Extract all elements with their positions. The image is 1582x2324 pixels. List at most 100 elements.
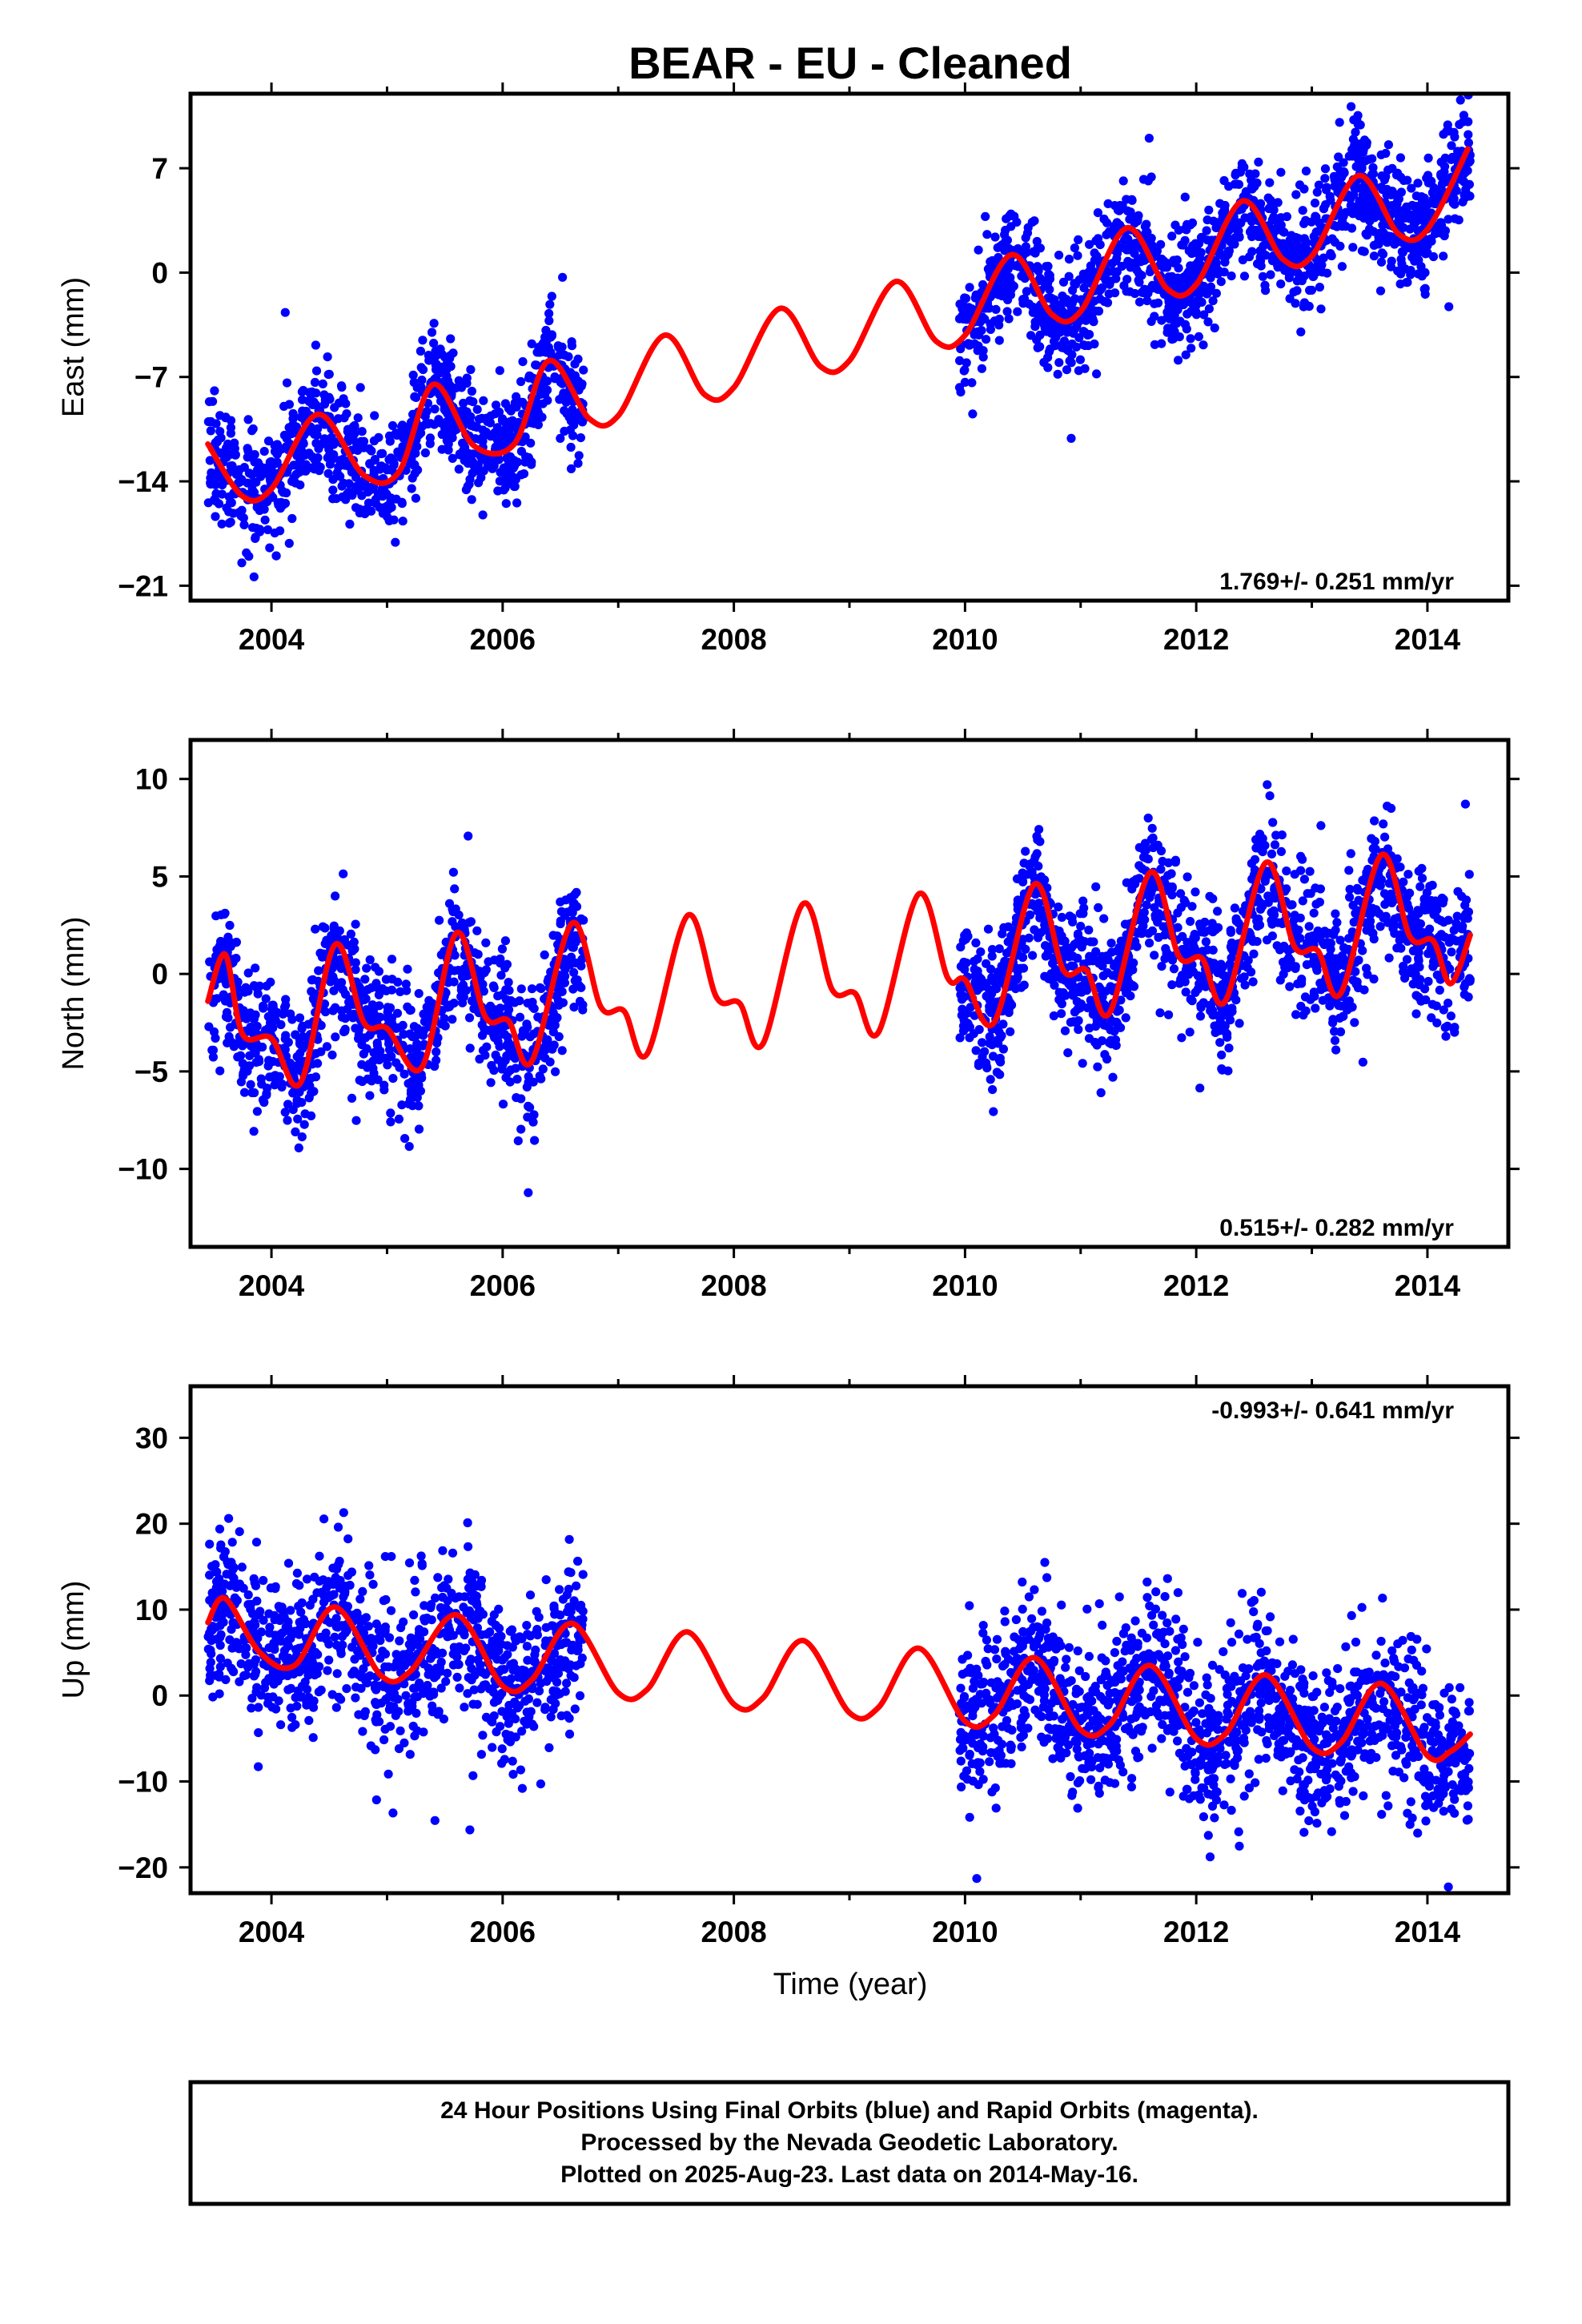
east-point: [1337, 262, 1347, 271]
north-point: [1423, 976, 1433, 987]
north-point: [362, 963, 371, 973]
east-point: [287, 513, 297, 524]
east-point: [1138, 175, 1149, 184]
east-point: [1147, 240, 1157, 250]
north-point: [569, 967, 579, 977]
north-point: [516, 1124, 526, 1134]
north-point: [489, 955, 500, 965]
east-point: [310, 377, 320, 388]
east-point: [1122, 206, 1132, 215]
east-point: [343, 427, 352, 436]
north-point: [1155, 1008, 1165, 1018]
north-point: [1121, 1013, 1130, 1023]
east-point: [280, 498, 291, 509]
east-point: [211, 512, 220, 521]
east-point: [1112, 248, 1122, 258]
north-point: [291, 1127, 300, 1136]
north-point: [374, 967, 383, 976]
north-point: [1460, 982, 1469, 991]
north-point: [1351, 979, 1361, 989]
north-point: [252, 983, 262, 993]
east-point: [1271, 226, 1280, 235]
north-point: [1295, 913, 1305, 923]
north-point: [1069, 961, 1078, 971]
north-point: [569, 1003, 579, 1012]
east-point: [267, 467, 278, 477]
east-point: [1351, 127, 1360, 137]
north-point: [978, 1038, 987, 1047]
east-point: [1044, 316, 1054, 325]
north-point: [1082, 986, 1091, 995]
up-point: [1266, 1612, 1275, 1622]
east-point: [553, 343, 564, 352]
north-point: [1084, 925, 1094, 935]
north-point: [1290, 870, 1299, 879]
north-point: [247, 1088, 257, 1098]
north-point: [398, 1020, 408, 1030]
north-point: [1306, 995, 1315, 1004]
north-point: [995, 1053, 1005, 1063]
east-point: [1206, 282, 1216, 292]
north-point: [361, 994, 371, 1003]
north-point: [1414, 956, 1423, 966]
east-point: [323, 352, 332, 362]
east-point: [1365, 216, 1375, 226]
east-point: [1041, 324, 1050, 334]
north-point: [419, 1026, 428, 1035]
east-x-tick-label: 2010: [932, 623, 998, 656]
north-point: [1207, 1006, 1218, 1015]
east-point: [526, 438, 536, 448]
north-point: [1013, 895, 1022, 905]
east-point: [512, 457, 523, 467]
north-point: [1460, 910, 1471, 919]
north-point: [397, 1100, 407, 1110]
north-point: [233, 1052, 243, 1062]
north-y-tick-label: 5: [151, 860, 168, 893]
east-point: [466, 364, 476, 375]
north-point: [1073, 931, 1083, 940]
east-point: [485, 418, 496, 428]
north-point: [363, 1074, 372, 1084]
north-point: [1182, 872, 1192, 882]
east-point: [981, 211, 990, 221]
east-point: [1158, 257, 1167, 267]
north-point: [1086, 995, 1095, 1005]
east-point: [279, 401, 289, 411]
east-point: [516, 376, 526, 387]
north-model-line: [205, 851, 1473, 1089]
north-point: [405, 1044, 415, 1054]
east-point: [527, 339, 536, 348]
north-point: [1390, 920, 1399, 930]
north-point: [383, 1060, 392, 1070]
north-point: [1440, 1023, 1450, 1032]
east-point: [1395, 220, 1405, 230]
east-point: [505, 417, 515, 427]
north-point: [1208, 945, 1218, 955]
east-point: [427, 328, 437, 337]
north-point: [1359, 985, 1369, 995]
north-point: [1414, 866, 1423, 876]
east-point: [1447, 141, 1456, 151]
north-point: [1275, 945, 1285, 955]
north-point: [966, 1003, 975, 1012]
north-point: [1217, 1064, 1227, 1074]
east-point: [1093, 208, 1102, 218]
north-point: [403, 1002, 412, 1011]
east-point: [1220, 253, 1230, 263]
east-point: [1292, 286, 1302, 296]
north-point: [1143, 813, 1153, 823]
north-point: [386, 1117, 396, 1127]
north-point: [1092, 1015, 1102, 1025]
east-point: [280, 308, 290, 317]
east-point: [1167, 302, 1177, 312]
north-point: [570, 890, 580, 899]
north-point: [1036, 913, 1046, 923]
east-point: [344, 487, 354, 497]
east-point: [1177, 240, 1186, 250]
north-point: [320, 939, 330, 948]
east-point: [558, 272, 568, 282]
east-point: [462, 454, 472, 464]
north-point: [1431, 1001, 1441, 1011]
east-point: [300, 450, 310, 460]
east-point: [489, 461, 499, 471]
